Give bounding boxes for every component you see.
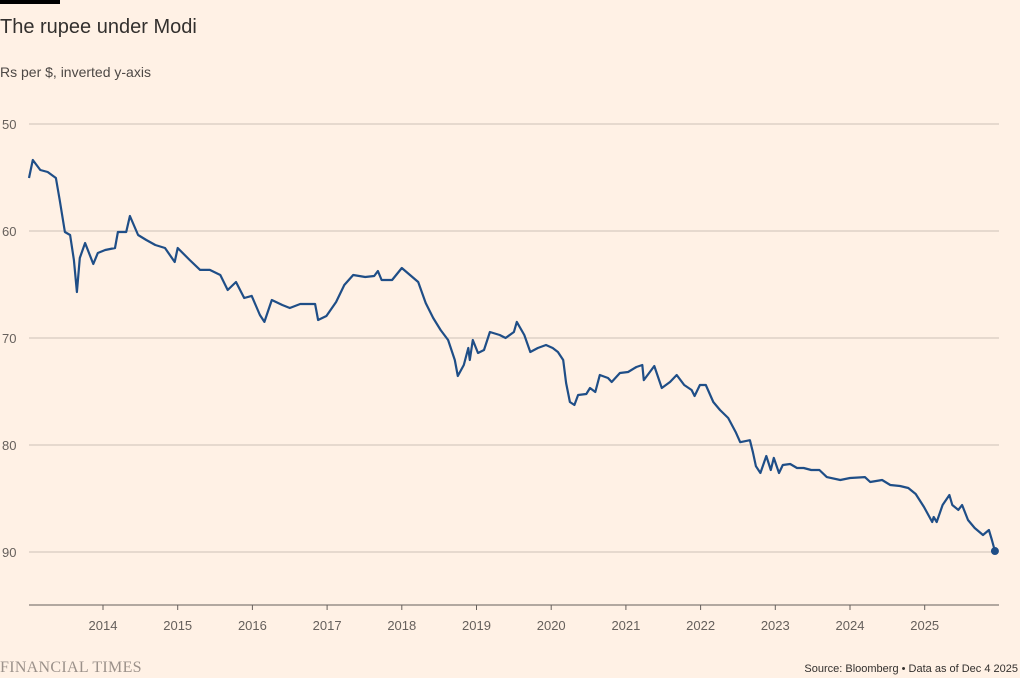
x-tick-label: 2015 xyxy=(163,618,192,633)
x-tick-label: 2018 xyxy=(387,618,416,633)
source-note: Source: Bloomberg • Data as of Dec 4 202… xyxy=(804,663,1018,675)
x-tick-label: 2019 xyxy=(462,618,491,633)
x-tick-label: 2023 xyxy=(761,618,790,633)
top-accent-bar xyxy=(0,0,60,4)
y-tick-label: 60 xyxy=(2,224,16,239)
x-tick-label: 2017 xyxy=(313,618,342,633)
x-axis: 2014 2015 2016 2017 2018 2019 2020 2021 2022 2023… xyxy=(29,604,999,633)
gridlines xyxy=(29,123,999,553)
latest-point-marker xyxy=(990,547,999,556)
y-axis-ticks: 50 60 70 80 90 xyxy=(2,117,16,560)
x-tick-label: 2022 xyxy=(686,618,715,633)
series-line xyxy=(27,158,996,552)
chart-title: The rupee under Modi xyxy=(0,16,197,38)
y-tick-label: 70 xyxy=(2,331,16,346)
ft-logo: FINANCIAL TIMES xyxy=(0,659,142,676)
x-tick-label: 2024 xyxy=(836,618,865,633)
x-tick-label: 2021 xyxy=(611,618,640,633)
x-tick-label: 2016 xyxy=(238,618,267,633)
chart-subtitle: Rs per $, inverted y-axis xyxy=(0,64,151,80)
x-tick-label: 2025 xyxy=(910,618,939,633)
x-tick-label: 2020 xyxy=(537,618,566,633)
y-tick-label: 90 xyxy=(2,545,16,560)
y-tick-label: 50 xyxy=(2,117,16,132)
x-tick-label: 2014 xyxy=(89,618,118,633)
y-tick-label: 80 xyxy=(2,438,16,453)
series-layer xyxy=(27,158,999,556)
